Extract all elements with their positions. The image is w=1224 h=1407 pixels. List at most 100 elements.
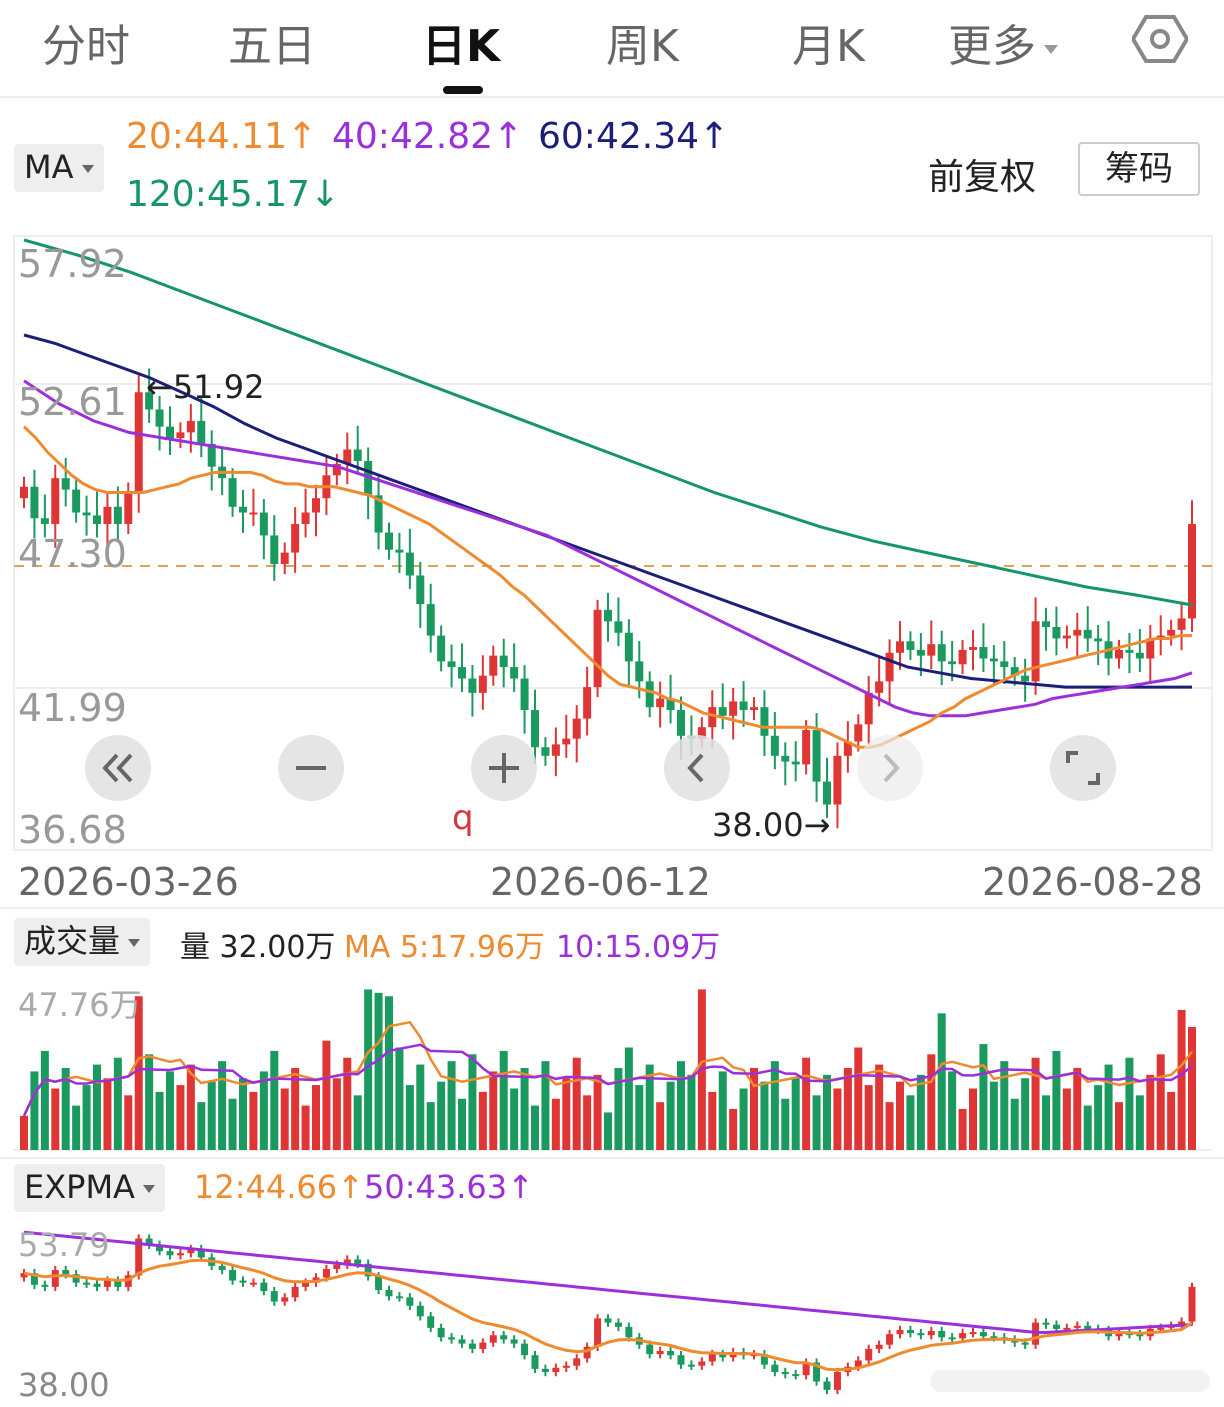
expma-candle-body bbox=[302, 1282, 310, 1287]
expma-candle-body bbox=[562, 1365, 570, 1368]
tab-intraday[interactable]: 分时 bbox=[42, 21, 130, 72]
volume-bar bbox=[385, 996, 393, 1150]
candle-body bbox=[1188, 523, 1196, 619]
settings-icon[interactable] bbox=[1132, 14, 1188, 64]
plus-icon bbox=[489, 753, 519, 783]
volume-bar bbox=[416, 1064, 425, 1150]
volume-bar bbox=[572, 1057, 581, 1150]
volume-bar bbox=[1031, 1057, 1040, 1150]
chevron-left-icon bbox=[687, 753, 704, 783]
candle-body bbox=[239, 506, 247, 513]
active-tab-indicator bbox=[443, 86, 483, 94]
volume-bar bbox=[1177, 1009, 1186, 1150]
event-marker: q bbox=[452, 798, 474, 838]
tab-monthly-k[interactable]: 月K bbox=[792, 21, 865, 72]
candle-body bbox=[1083, 629, 1092, 639]
expma-candle-body bbox=[218, 1265, 226, 1271]
volume-bar bbox=[458, 1098, 466, 1150]
expma-candle-body bbox=[114, 1280, 122, 1287]
volume-bar bbox=[562, 1078, 571, 1150]
expma-candle-body bbox=[437, 1327, 445, 1338]
zoom-out-button[interactable] bbox=[278, 735, 344, 801]
candle-body bbox=[760, 707, 769, 736]
candle-body bbox=[1000, 661, 1009, 668]
volume-bar bbox=[332, 1078, 341, 1150]
expma-candle-body bbox=[687, 1364, 695, 1367]
volume-bar bbox=[875, 1064, 884, 1150]
candle-body bbox=[353, 449, 362, 461]
volume-bar bbox=[186, 1064, 195, 1150]
volume-selector-label: 成交量 bbox=[24, 922, 121, 960]
volume-bar bbox=[1146, 1074, 1155, 1150]
candle-body bbox=[1042, 621, 1050, 628]
candle-body bbox=[30, 486, 39, 519]
scroll-right-button[interactable] bbox=[857, 735, 923, 801]
tab-weekly-k[interactable]: 周K bbox=[606, 21, 679, 72]
candle-body bbox=[572, 718, 581, 739]
fullscreen-button[interactable] bbox=[1050, 735, 1116, 801]
volume-bar bbox=[718, 1071, 727, 1150]
chevron-right-icon bbox=[883, 753, 900, 783]
expma-candle-body bbox=[1178, 1321, 1186, 1326]
ma-selector[interactable]: MA bbox=[14, 144, 104, 192]
candle-body bbox=[176, 432, 185, 439]
expma-candle-body bbox=[406, 1297, 414, 1306]
expma-candle-body bbox=[281, 1297, 289, 1302]
volume-bar bbox=[656, 1102, 665, 1150]
volume-value: 量 32.00万 bbox=[180, 930, 336, 965]
volume-bar bbox=[833, 1088, 842, 1150]
expma-candle-body bbox=[93, 1283, 101, 1287]
volume-bar bbox=[802, 1057, 811, 1150]
ma60-value: 60:42.34↑ bbox=[538, 116, 730, 157]
volume-bar bbox=[948, 1071, 957, 1150]
expma-candle-body bbox=[886, 1334, 894, 1345]
expma-candle-body bbox=[938, 1331, 946, 1338]
candle-body bbox=[510, 667, 519, 679]
candle-body bbox=[562, 738, 571, 745]
expma-candle-body bbox=[249, 1282, 257, 1285]
expma-candle-body bbox=[229, 1270, 237, 1281]
candle-body bbox=[280, 552, 289, 565]
candle-body bbox=[1031, 621, 1040, 682]
volume-bar bbox=[770, 1061, 779, 1150]
expma-min-label: 38.00 bbox=[18, 1366, 110, 1404]
scroll-left-fast-button[interactable] bbox=[85, 735, 151, 801]
candle-body bbox=[1094, 638, 1103, 642]
volume-bar bbox=[72, 1105, 81, 1150]
candle-body bbox=[155, 409, 164, 427]
zoom-in-button[interactable] bbox=[471, 735, 537, 801]
tab-five-day[interactable]: 五日 bbox=[228, 21, 316, 72]
expma12-line bbox=[23, 1258, 1193, 1372]
tab-more[interactable]: 更多 bbox=[948, 10, 1058, 74]
expma-candle-body bbox=[541, 1368, 549, 1373]
volume-selector[interactable]: 成交量 bbox=[14, 918, 151, 966]
expma-candle-body bbox=[917, 1333, 925, 1336]
expma-candle-body bbox=[833, 1372, 841, 1390]
tab-daily-k[interactable]: 日K bbox=[422, 21, 501, 72]
candle-body bbox=[489, 655, 498, 676]
volume-bar bbox=[395, 1047, 404, 1150]
expma-candle-body bbox=[698, 1361, 706, 1366]
expma-candle-body bbox=[865, 1348, 873, 1361]
chips-button[interactable]: 筹码 bbox=[1078, 142, 1200, 196]
adjust-mode[interactable]: 前复权 bbox=[928, 157, 1037, 198]
candle-body bbox=[228, 478, 237, 507]
expma-candle-body bbox=[51, 1270, 59, 1287]
expma-candle-body bbox=[20, 1273, 28, 1278]
expma-candle-body bbox=[83, 1282, 91, 1285]
expma-candle-body bbox=[760, 1354, 768, 1365]
volume-bar bbox=[750, 1068, 758, 1150]
y-tick-label: 36.68 bbox=[18, 808, 127, 852]
expma-candle-body bbox=[813, 1362, 821, 1382]
ma20-value: 20:44.11↑ bbox=[126, 116, 318, 157]
expma-selector[interactable]: EXPMA bbox=[14, 1164, 165, 1212]
volume-bar bbox=[374, 992, 383, 1150]
volume-bar bbox=[1115, 1102, 1123, 1150]
volume-bar bbox=[739, 1088, 748, 1150]
candle-body bbox=[1135, 652, 1144, 659]
volume-bar bbox=[280, 1088, 289, 1150]
scroll-left-button[interactable] bbox=[664, 735, 730, 801]
volume-bar bbox=[51, 1088, 60, 1150]
volume-bar bbox=[1156, 1054, 1165, 1150]
